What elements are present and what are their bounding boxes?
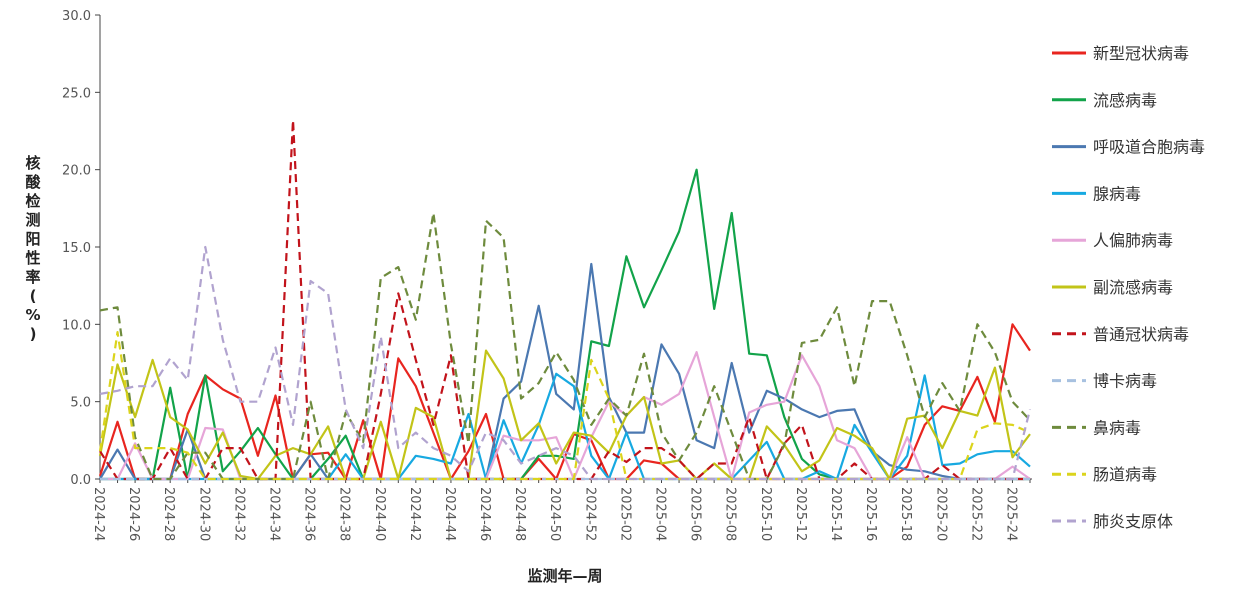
- x-tick-label: 2025-12: [793, 487, 808, 541]
- y-tick-label: 15.0: [62, 241, 91, 256]
- x-axis-ticks: 2024-24 2024-26 2024-28 2024-30 2024-32 2024-…: [91, 479, 1031, 541]
- x-tick-label: 2025-14: [828, 487, 843, 541]
- x-tick-label: 2024-42: [407, 487, 422, 541]
- x-tick-label: 2025-04: [653, 487, 668, 541]
- series-line-9: [98, 331, 1031, 481]
- series-line-5: [98, 349, 1031, 481]
- x-tick-label: 2024-44: [442, 487, 457, 541]
- y-tick-label: 20.0: [62, 164, 91, 179]
- y-tick-label: 25.0: [62, 86, 91, 101]
- y-axis-title: 核酸检测阳性率(%): [25, 154, 41, 343]
- series-line-8: [99, 211, 1031, 481]
- x-tick-label: 2025-06: [688, 487, 703, 541]
- x-tick-label: 2025-08: [723, 487, 738, 541]
- x-tick-label: 2024-30: [196, 487, 211, 541]
- x-axis-title: 监测年—周: [527, 567, 602, 585]
- x-tick-label: 2025-16: [863, 487, 878, 541]
- legend-label: 鼻病毒: [1093, 418, 1141, 437]
- series-line-10: [99, 245, 1032, 481]
- plot-area: [98, 119, 1032, 481]
- legend-label: 博卡病毒: [1093, 372, 1157, 391]
- y-tick-label: 30.0: [62, 9, 91, 24]
- series-line-6: [99, 119, 1030, 481]
- x-tick-label: 2025-22: [968, 487, 983, 541]
- x-tick-label: 2025-20: [933, 487, 948, 541]
- series-line-4: [100, 351, 1031, 481]
- legend-label: 流感病毒: [1093, 91, 1157, 110]
- legend-label: 肺炎支原体: [1093, 512, 1173, 531]
- y-tick-label: 10.0: [62, 318, 91, 333]
- x-tick-label: 2024-26: [126, 487, 141, 541]
- legend-label: 副流感病毒: [1093, 278, 1173, 297]
- x-tick-label: 2024-38: [337, 487, 352, 541]
- x-tick-label: 2024-36: [302, 487, 317, 541]
- x-tick-label: 2024-32: [231, 487, 246, 541]
- y-axis-ticks: 0.0 5.0 10.0 15.0 20.0 25.0 30.0: [62, 9, 100, 488]
- x-tick-label: 2024-46: [477, 487, 492, 541]
- legend-label: 新型冠状病毒: [1093, 44, 1189, 63]
- legend-label: 肠道病毒: [1093, 465, 1157, 484]
- x-tick-label: 2024-24: [91, 487, 106, 541]
- series-line-1: [100, 168, 1030, 481]
- series-line-3: [100, 372, 1031, 481]
- x-tick-label: 2024-50: [547, 487, 562, 541]
- y-tick-label: 0.0: [70, 473, 91, 488]
- legend-label: 呼吸道合胞病毒: [1093, 138, 1205, 157]
- x-tick-label: 2024-52: [582, 487, 597, 541]
- legend-label: 人偏肺病毒: [1093, 231, 1173, 250]
- x-tick-label: 2025-02: [617, 487, 632, 541]
- x-tick-label: 2024-48: [512, 487, 527, 541]
- x-tick-label: 2024-28: [161, 487, 176, 541]
- legend-label: 腺病毒: [1093, 184, 1141, 203]
- x-tick-label: 2024-40: [372, 487, 387, 541]
- legend-label: 普通冠状病毒: [1093, 325, 1189, 344]
- x-tick-label: 2025-24: [1003, 487, 1018, 541]
- x-tick-label: 2024-34: [266, 487, 281, 541]
- legend: 新型冠状病毒流感病毒呼吸道合胞病毒腺病毒人偏肺病毒副流感病毒普通冠状病毒博卡病毒…: [1052, 44, 1205, 531]
- x-tick-label: 2025-10: [758, 487, 773, 541]
- y-tick-label: 5.0: [70, 396, 91, 411]
- x-tick-label: 2025-18: [898, 487, 913, 541]
